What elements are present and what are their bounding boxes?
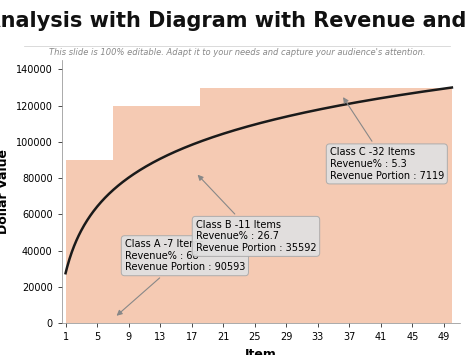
Y-axis label: Dollar Value: Dollar Value bbox=[0, 149, 10, 234]
Text: ABC Analysis with Diagram with Revenue and Graph: ABC Analysis with Diagram with Revenue a… bbox=[0, 11, 474, 31]
Bar bbox=[113, 106, 200, 323]
Text: Class A -7 Items
Revenue% : 68
Revenue Portion : 90593: Class A -7 Items Revenue% : 68 Revenue P… bbox=[118, 239, 245, 315]
Text: Class C -32 Items
Revenue% : 5.3
Revenue Portion : 7119: Class C -32 Items Revenue% : 5.3 Revenue… bbox=[330, 98, 444, 180]
Bar bbox=[65, 160, 113, 323]
Text: Class B -11 Items
Revenue% : 26.7
Revenue Portion : 35592: Class B -11 Items Revenue% : 26.7 Revenu… bbox=[196, 176, 316, 253]
Bar bbox=[200, 88, 452, 323]
X-axis label: Item: Item bbox=[245, 348, 277, 355]
Text: This slide is 100% editable. Adapt it to your needs and capture your audience's : This slide is 100% editable. Adapt it to… bbox=[49, 48, 425, 57]
